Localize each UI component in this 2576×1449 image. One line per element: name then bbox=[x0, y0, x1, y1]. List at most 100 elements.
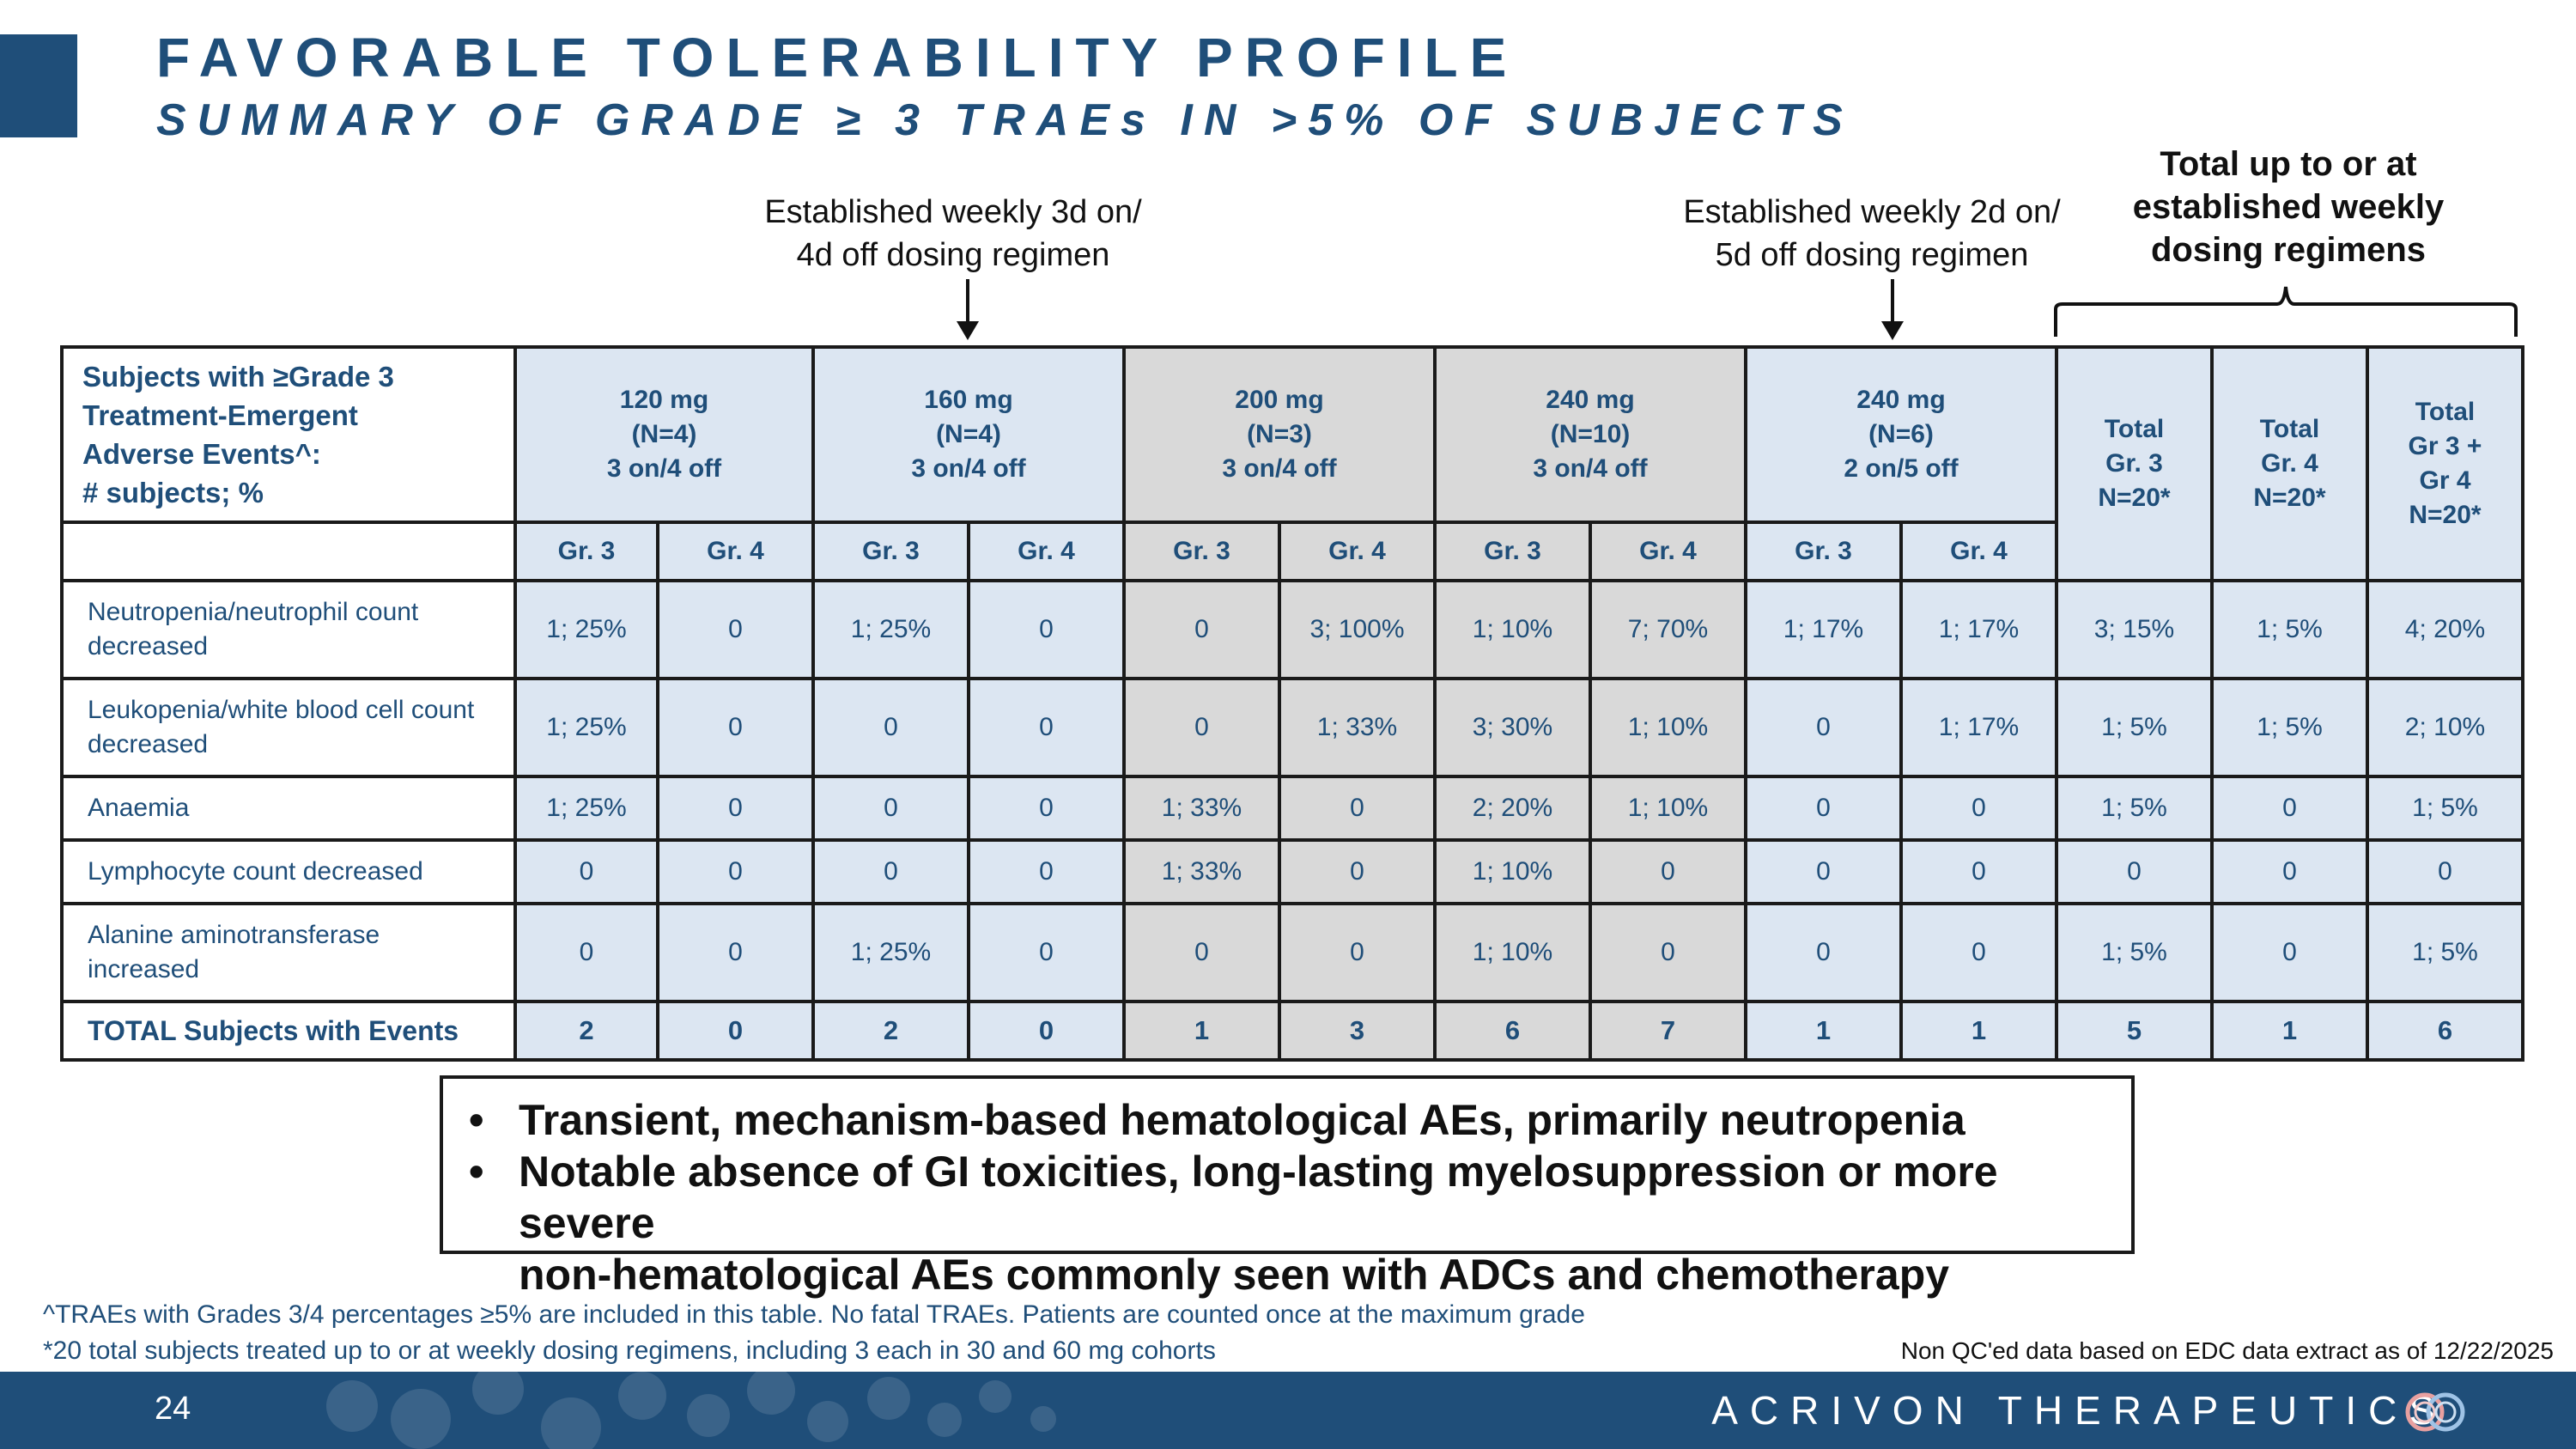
table-row: Anaemia 1; 25% 0 0 0 1; 33% 0 2; 20% 1; 10% 0 0 1; … bbox=[60, 775, 2524, 842]
table-cell: 1; 17% bbox=[1744, 579, 1903, 680]
decor-dot bbox=[747, 1372, 795, 1415]
table-cell: 1; 10% bbox=[1433, 838, 1592, 905]
table-cell: 0 bbox=[1278, 838, 1437, 905]
arrow-3on4off bbox=[966, 279, 969, 324]
total-cell: 3 bbox=[1278, 1000, 1437, 1062]
dose-header-160mg: 160 mg (N=4) 3 on/4 off bbox=[811, 345, 1126, 524]
table-cell: 0 bbox=[2055, 838, 2214, 905]
table-cell: 0 bbox=[811, 838, 970, 905]
key-point: • Transient, mechanism-based hematologica… bbox=[469, 1096, 1965, 1144]
data-note: Non QC'ed data based on EDC data extract… bbox=[1900, 1337, 2554, 1364]
decor-dot bbox=[618, 1372, 666, 1420]
table-cell: 1; 33% bbox=[1278, 677, 1437, 778]
total-cell: 7 bbox=[1589, 1000, 1747, 1062]
key-points-box: • Transient, mechanism-based hematologica… bbox=[440, 1075, 2135, 1299]
bullet-icon: • bbox=[469, 1148, 484, 1196]
page-number: 24 bbox=[155, 1391, 191, 1427]
table-cell: 0 bbox=[656, 838, 815, 905]
total-cell: 1 bbox=[1122, 1000, 1281, 1062]
table-cell: 0 bbox=[967, 775, 1126, 842]
table-cell: 0 bbox=[1589, 902, 1747, 1003]
total-gr34-header: Total Gr 3 + Gr 4 N=20* bbox=[2366, 345, 2524, 582]
table-cell: 0 bbox=[656, 677, 815, 778]
table-cell: 1; 10% bbox=[1433, 579, 1592, 680]
table-cell: 3; 15% bbox=[2055, 579, 2214, 680]
table-cell: 0 bbox=[1122, 579, 1281, 680]
table-cell: 7; 70% bbox=[1589, 579, 1747, 680]
total-row-label: TOTAL Subjects with Events bbox=[60, 1000, 517, 1062]
table-cell: 1; 33% bbox=[1122, 838, 1281, 905]
table-cell: 1; 5% bbox=[2210, 677, 2369, 778]
total-cell: 0 bbox=[656, 1000, 815, 1062]
table-cell: 0 bbox=[1278, 775, 1437, 842]
table-cell: 1; 25% bbox=[513, 775, 659, 842]
table-row: Alanine aminotransferase increased 0 0 1; 2… bbox=[60, 902, 2524, 1003]
table-cell: 2; 20% bbox=[1433, 775, 1592, 842]
key-point: • Notable absence of GI toxicities, long-… bbox=[469, 1148, 1998, 1299]
grade-header: Gr. 3 bbox=[1433, 521, 1592, 582]
row-label: Leukopenia/white blood cell count decrea… bbox=[60, 677, 517, 778]
table-cell: 0 bbox=[1744, 677, 1903, 778]
total-cell: 2 bbox=[811, 1000, 970, 1062]
table-cell: 1; 10% bbox=[1589, 677, 1747, 778]
grade-header: Gr. 4 bbox=[967, 521, 1126, 582]
table-cell: 0 bbox=[2210, 838, 2369, 905]
callout-3on4off: Established weekly 3d on/ 4d off dosing … bbox=[764, 194, 1142, 273]
table-cell: 1; 33% bbox=[1122, 775, 1281, 842]
table-cell: 1; 5% bbox=[2055, 902, 2214, 1003]
table-cell: 0 bbox=[811, 775, 970, 842]
total-cell: 6 bbox=[1433, 1000, 1592, 1062]
table-cell: 1; 25% bbox=[811, 579, 970, 680]
table-cell: 0 bbox=[1589, 838, 1747, 905]
page-subtitle: SUMMARY OF GRADE ≥ 3 TRAEs IN >5% OF SUB… bbox=[156, 95, 1854, 145]
decor-dot bbox=[867, 1377, 910, 1420]
total-cell: 1 bbox=[2210, 1000, 2369, 1062]
table-cell: 0 bbox=[1744, 775, 1903, 842]
table-cell: 1; 25% bbox=[811, 902, 970, 1003]
table-cell: 0 bbox=[967, 902, 1126, 1003]
table-cell: 1; 25% bbox=[513, 677, 659, 778]
grade-header: Gr. 3 bbox=[1744, 521, 1903, 582]
bracket-total bbox=[2054, 286, 2518, 337]
decor-dot bbox=[979, 1380, 1012, 1413]
dose-header-120mg: 120 mg (N=4) 3 on/4 off bbox=[513, 345, 815, 524]
grade-header: Gr. 4 bbox=[1278, 521, 1437, 582]
table-cell: 1; 5% bbox=[2210, 579, 2369, 680]
row-label: Lymphocyte count decreased bbox=[60, 838, 517, 905]
dose-header-row: Subjects with ≥Grade 3 Treatment-Emergen… bbox=[60, 345, 2524, 582]
grade-header-blank bbox=[60, 521, 517, 582]
table-cell: 0 bbox=[513, 838, 659, 905]
table-row: Leukopenia/white blood cell count decrea… bbox=[60, 677, 2524, 778]
table-cell: 0 bbox=[1899, 838, 2058, 905]
decor-dot bbox=[1030, 1406, 1056, 1432]
table-cell: 1; 5% bbox=[2366, 902, 2524, 1003]
total-gr4-header: Total Gr. 4 N=20* bbox=[2210, 345, 2369, 582]
arrowhead-2on5off bbox=[1881, 321, 1904, 340]
grade-header: Gr. 3 bbox=[811, 521, 970, 582]
decor-dot bbox=[541, 1397, 601, 1449]
table-cell: 0 bbox=[967, 838, 1126, 905]
table-cell: 0 bbox=[1744, 838, 1903, 905]
grade-header: Gr. 3 bbox=[1122, 521, 1281, 582]
callout-2on5off: Established weekly 2d on/ 5d off dosing … bbox=[1683, 194, 2061, 273]
row-label: Neutropenia/neutrophil count decreased bbox=[60, 579, 517, 680]
total-cell: 0 bbox=[967, 1000, 1126, 1062]
table-row: Lymphocyte count decreased 0 0 0 0 1; 33% 0 1; … bbox=[60, 838, 2524, 905]
table-cell: 1; 25% bbox=[513, 579, 659, 680]
table-cell: 1; 17% bbox=[1899, 677, 2058, 778]
table-cell: 1; 10% bbox=[1589, 775, 1747, 842]
table-cell: 1; 5% bbox=[2055, 677, 2214, 778]
table-cell: 0 bbox=[1278, 902, 1437, 1003]
table-cell: 0 bbox=[2210, 775, 2369, 842]
grade-header: Gr. 4 bbox=[656, 521, 815, 582]
footnote-star: *20 total subjects treated up to or at w… bbox=[43, 1336, 1216, 1365]
decor-dot bbox=[807, 1401, 848, 1442]
total-cell: 1 bbox=[1744, 1000, 1903, 1062]
table-cell: 0 bbox=[1899, 902, 2058, 1003]
page-title: FAVORABLE TOLERABILITY PROFILE bbox=[156, 27, 1519, 88]
corner-accent-block bbox=[0, 34, 77, 137]
table-cell: 0 bbox=[1744, 902, 1903, 1003]
dose-header-200mg: 200 mg (N=3) 3 on/4 off bbox=[1122, 345, 1437, 524]
decor-dot bbox=[326, 1380, 378, 1432]
arrow-2on5off bbox=[1891, 279, 1894, 324]
